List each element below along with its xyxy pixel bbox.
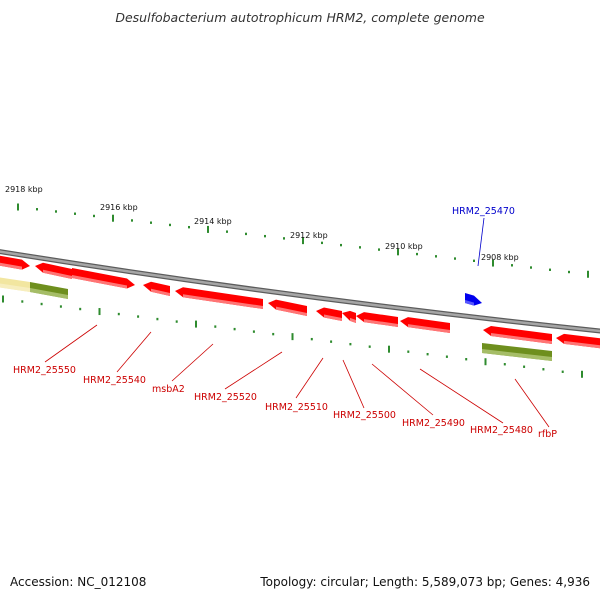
callout-line	[171, 343, 214, 382]
scale-label: 2912 kbp	[290, 231, 328, 240]
feature-shade	[0, 262, 22, 270]
feature-shade	[482, 349, 552, 361]
feature-shade	[151, 288, 170, 296]
scale-label: 2910 kbp	[385, 242, 423, 251]
feature-shade	[183, 294, 263, 309]
scale-label: 2916 kbp	[100, 203, 138, 212]
callout-line	[371, 363, 434, 416]
callout-line	[295, 357, 324, 399]
gene-label-hrm2_25490[interactable]: HRM2_25490	[402, 418, 465, 429]
callout-line	[44, 324, 98, 363]
callout-line	[477, 217, 485, 267]
feature-shade	[43, 269, 72, 279]
feature-shade	[30, 288, 68, 299]
genome-backbone	[0, 249, 600, 334]
gene-label-hrm2_25480[interactable]: HRM2_25480	[470, 425, 533, 436]
callout-line	[342, 359, 365, 409]
callout-line	[224, 351, 283, 390]
scale-label: 2914 kbp	[194, 217, 232, 226]
gene-label-hrm2_25520[interactable]: HRM2_25520	[194, 392, 257, 403]
scale-label: 2918 kbp	[5, 185, 43, 194]
inner-scale-ticks	[2, 295, 583, 378]
gene-label-hrm2_25470[interactable]: HRM2_25470	[452, 206, 515, 217]
feature-shade	[408, 324, 450, 333]
feature-shade	[0, 283, 30, 292]
backbone-outline	[0, 249, 600, 334]
callout-line	[514, 378, 550, 428]
gene-label-msba2[interactable]: msbA2	[152, 384, 185, 395]
outer-scale-ticks	[17, 203, 589, 278]
backbone-core	[0, 250, 600, 333]
callout-line	[419, 368, 504, 424]
feature-shade	[364, 319, 398, 327]
feature-shade	[465, 300, 474, 306]
gene-label-hrm2_25500[interactable]: HRM2_25500	[333, 410, 396, 421]
genome-summary-text: Topology: circular; Length: 5,589,073 bp…	[259, 575, 590, 589]
gene-label-rfbp[interactable]: rfbP	[538, 429, 557, 440]
accession-text: Accession: NC_012108	[10, 575, 146, 589]
feature-shade	[564, 340, 600, 349]
gene-label-hrm2_25510[interactable]: HRM2_25510	[265, 402, 328, 413]
feature-shade	[324, 314, 342, 321]
scale-label: 2908 kbp	[481, 253, 519, 262]
gene-features	[0, 255, 600, 361]
feature-shade	[72, 275, 127, 289]
gene-label-hrm2_25550[interactable]: HRM2_25550	[13, 365, 76, 376]
gene-feature	[72, 268, 135, 289]
gene-labels: HRM2_25550 HRM2_25540 msbA2 HRM2_25520 HRM2_…	[13, 206, 557, 440]
scale-labels: 2918 kbp 2916 kbp 2914 kbp 2912 kbp 2910 kbp…	[5, 185, 519, 262]
feature-shade	[350, 317, 356, 323]
gene-feature	[556, 333, 600, 349]
genome-title: Desulfobacterium autotrophicum HRM2, com…	[115, 10, 485, 25]
gene-label-hrm2_25540[interactable]: HRM2_25540	[83, 375, 146, 386]
callout-line	[116, 331, 152, 373]
gene-label-callouts	[44, 217, 550, 428]
feature-shade	[276, 306, 307, 316]
feature-shade	[491, 333, 552, 344]
